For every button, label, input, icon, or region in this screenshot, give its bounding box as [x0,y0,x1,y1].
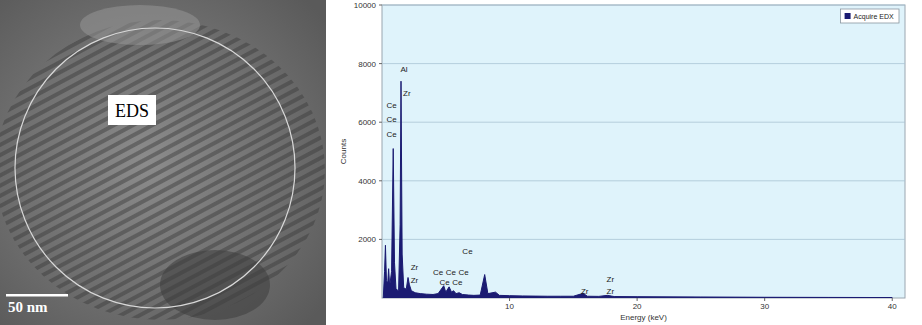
series-group [383,81,892,298]
y-tick-label: 6000 [358,118,376,127]
peak-label: Ce [446,268,457,277]
peak-label: Zr [607,287,615,296]
x-tick [509,298,510,301]
peak-label: Ce [433,268,444,277]
spectrum [383,81,892,298]
peak-label: Zr [581,287,589,296]
scale-bar [6,294,68,297]
y-tick-label: 4000 [358,177,376,186]
y-tick [379,122,382,123]
y-tick-label: 2000 [358,235,376,244]
legend-swatch [845,13,851,19]
legend-label: Acquire EDX [854,13,894,21]
y-tick [379,63,382,64]
legend-box [841,9,899,23]
peak-label: Zr [607,275,615,284]
peak-label: Ce [462,247,473,256]
x-axis-title: Energy (keV) [620,313,667,322]
peak-label: Al [400,65,407,74]
x-tick-label: 10 [505,302,514,311]
grid-line [382,239,905,240]
x-tick-label: 40 [888,302,897,311]
peak-label: Ce [439,278,450,287]
eds-label-box [108,95,156,125]
peak-label: Zr [411,276,419,285]
channels [0,0,326,325]
eds-label: EDS [115,101,149,121]
plot-area [382,5,905,298]
peak-label: Zr [403,89,411,98]
x-tick-label: 30 [760,302,769,311]
y-tick-label: 10000 [354,1,377,10]
peak-label: Ce [386,101,397,110]
y-axis-title: Counts [339,139,348,164]
peak-label: Ce [386,115,397,124]
grid-line [382,5,905,6]
peak-label: Zr [411,263,419,272]
grid-line [382,180,905,181]
x-tick [764,298,765,301]
grid-line [382,122,905,123]
x-tick [892,298,893,301]
tem-image: EDS 50 nm [0,0,326,325]
legend: Acquire EDX [841,9,899,23]
scale-bar-label: 50 nm [8,299,48,315]
eds-circle [15,28,295,308]
peak-label: Ce [452,278,463,287]
y-tick [379,239,382,240]
particle [0,0,326,325]
x-tick-label: 20 [633,302,642,311]
peak-label: Ce [459,268,470,277]
light-region [80,5,200,45]
y-tick [379,180,382,181]
x-tick [637,298,638,301]
y-tick [379,5,382,6]
grid-line [382,63,905,64]
y-tick-label: 8000 [358,60,376,69]
dark-region [160,250,270,320]
peak-label: Ce [386,130,397,139]
tem-background [0,0,326,325]
